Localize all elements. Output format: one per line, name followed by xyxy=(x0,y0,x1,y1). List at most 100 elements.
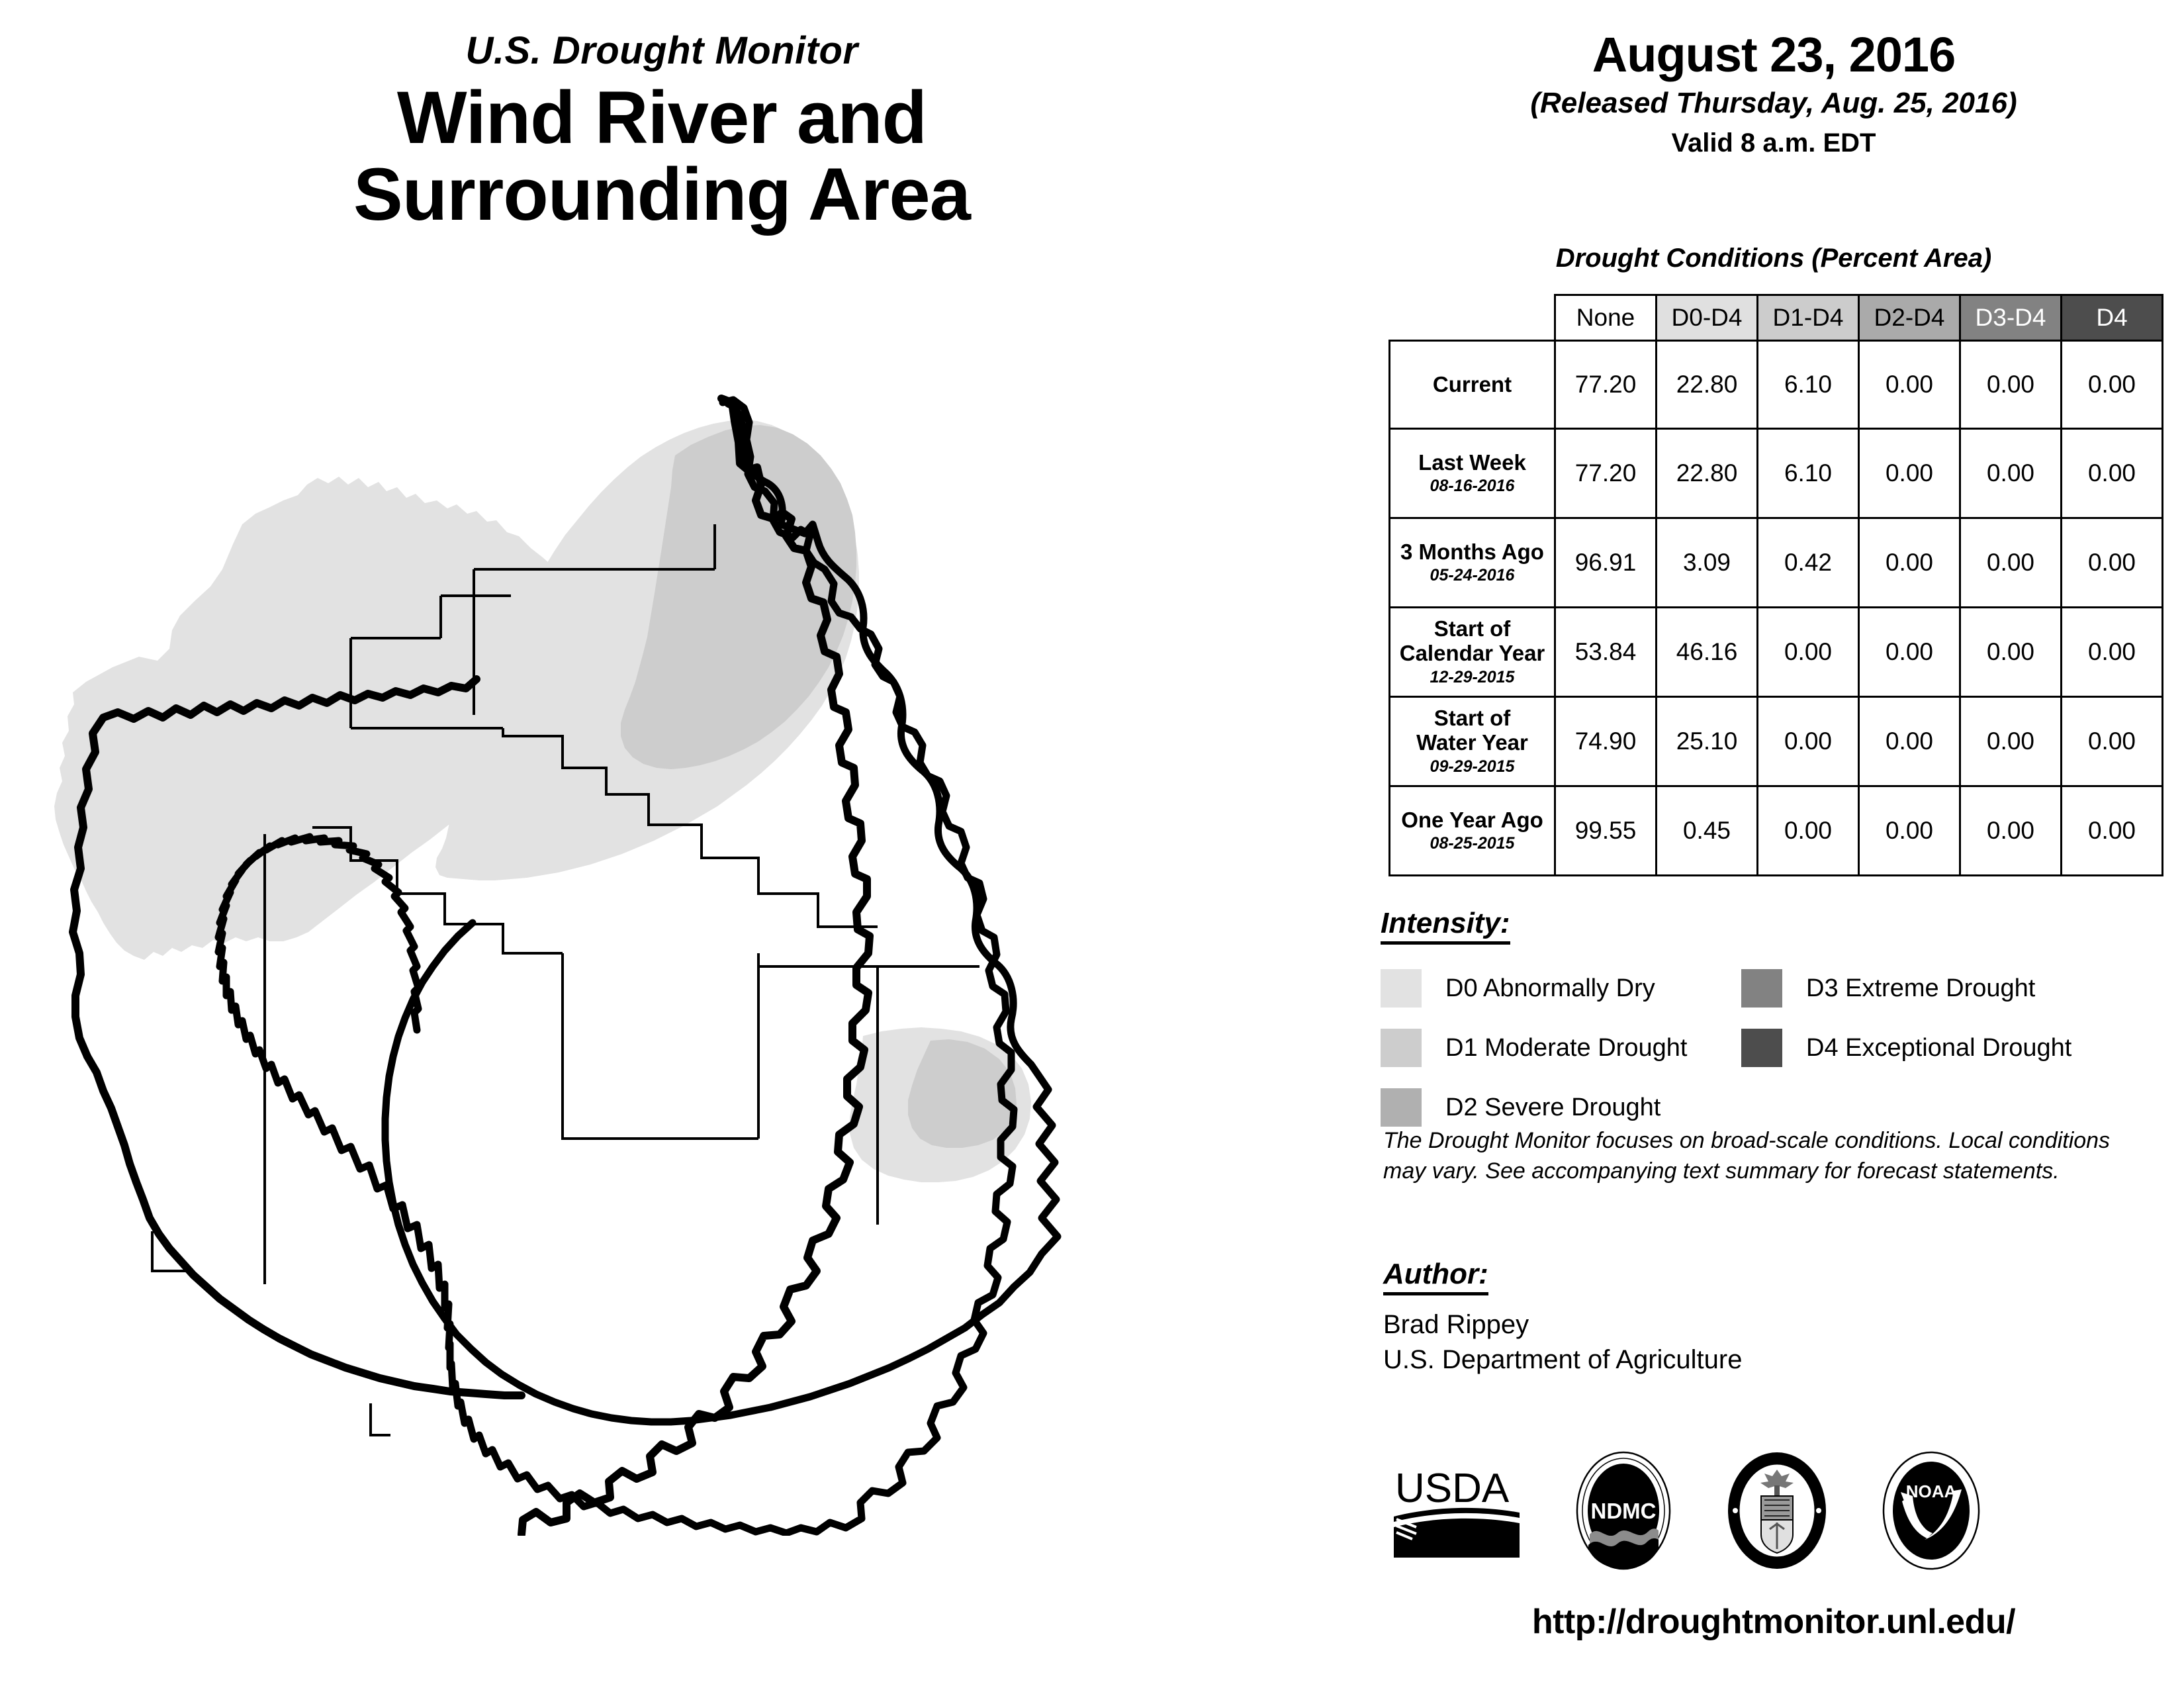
cell-d2d4: 0.00 xyxy=(1858,606,1961,698)
date-header: August 23, 2016 (Released Thursday, Aug.… xyxy=(1363,29,2184,158)
d0-area-west xyxy=(54,477,654,960)
legend-grid: D0 Abnormally Dry D3 Extreme Drought D1 Mo… xyxy=(1381,964,2175,1131)
ndmc-logo-text: NDMC xyxy=(1591,1499,1657,1523)
usda-logo-text: USDA xyxy=(1395,1466,1510,1511)
cell-none: 77.20 xyxy=(1554,428,1657,519)
d1-area-southeast xyxy=(908,1039,1017,1148)
legend-item-d3: D3 Extreme Drought xyxy=(1741,964,2112,1012)
row-label-line: One Year Ago xyxy=(1401,807,1543,832)
data-panel: August 23, 2016 (Released Thursday, Aug.… xyxy=(1363,0,2184,1688)
valid-time: Valid 8 a.m. EDT xyxy=(1671,128,1876,158)
cell-d1d4: 6.10 xyxy=(1756,340,1860,430)
column-header-d2d4: D2-D4 xyxy=(1858,294,1961,342)
column-header-d3d4: D3-D4 xyxy=(1959,294,2062,342)
d1-shading-group xyxy=(621,425,1017,1148)
cell-d3d4: 0.00 xyxy=(1959,606,2062,698)
cell-d4: 0.00 xyxy=(2060,606,2163,698)
main-outline-accurate xyxy=(69,395,874,1536)
cell-d3d4: 0.00 xyxy=(1959,517,2062,608)
page-title-line2: Surrounding Area xyxy=(353,153,971,236)
legend-item-d0: D0 Abnormally Dry xyxy=(1381,964,1741,1012)
title-block: U.S. Drought Monitor Wind River and Surr… xyxy=(0,32,1324,234)
row-label-one-year-ago: One Year Ago 08-25-2015 xyxy=(1388,785,1556,876)
row-label-start-of-calendar-year: Start of Calendar Year 12-29-2015 xyxy=(1388,606,1556,698)
author-organization: U.S. Department of Agriculture xyxy=(1383,1344,1743,1374)
county-boundaries xyxy=(151,524,979,1436)
legend-filler xyxy=(1741,1084,2112,1131)
cell-d1d4: 0.42 xyxy=(1756,517,1860,608)
legend-swatch-d0 xyxy=(1381,969,1422,1008)
noaa-logo-text: NOAA xyxy=(1906,1481,1957,1501)
cell-d4: 0.00 xyxy=(2060,785,2163,876)
author-name: Brad Rippey xyxy=(1383,1310,1529,1339)
legend-label-d2: D2 Severe Drought xyxy=(1445,1093,1661,1121)
legend-swatch-d1 xyxy=(1381,1029,1422,1067)
issue-date: August 23, 2016 xyxy=(1592,27,1956,82)
map-panel: U.S. Drought Monitor Wind River and Surr… xyxy=(0,31,1337,1536)
table-row: Last Week 08-16-2016 77.20 22.80 6.10 0.00 0.0… xyxy=(1388,428,2163,519)
row-label-date: 12-29-2015 xyxy=(1430,667,1515,686)
legend-label-d0: D0 Abnormally Dry xyxy=(1445,974,1655,1002)
table-row: Current 77.20 22.80 6.10 0.00 0.00 0.00 xyxy=(1388,340,2163,430)
drought-map xyxy=(40,371,1337,1536)
cell-d1d4: 6.10 xyxy=(1756,428,1860,519)
drought-map-svg xyxy=(40,371,1337,1536)
cell-none: 96.91 xyxy=(1554,517,1657,608)
table-row: Start of Water Year 09-29-2015 74.90 25.10 0.… xyxy=(1388,696,2163,787)
row-label-last-week: Last Week 08-16-2016 xyxy=(1388,428,1556,519)
cell-d1d4: 0.00 xyxy=(1756,785,1860,876)
row-label-line: 3 Months Ago xyxy=(1400,539,1544,564)
legend-label-d1: D1 Moderate Drought xyxy=(1445,1033,1688,1062)
region-outlines xyxy=(214,396,1062,1536)
row-label-line: Start of xyxy=(1433,616,1511,641)
doc-seal xyxy=(1725,1450,1829,1575)
agency-logos: USDA NDMC xyxy=(1390,1450,2171,1575)
d1-area-northeast xyxy=(621,425,856,769)
intensity-legend: Intensity: D0 Abnormally Dry D3 Extreme D… xyxy=(1381,907,2175,1131)
cell-d3d4: 0.00 xyxy=(1959,696,2062,787)
cell-d3d4: 0.00 xyxy=(1959,428,2062,519)
cell-d1d4: 0.00 xyxy=(1756,606,1860,698)
cell-d0d4: 46.16 xyxy=(1655,606,1758,698)
row-label-3-months-ago: 3 Months Ago 05-24-2016 xyxy=(1388,517,1556,608)
row-label-current: Current xyxy=(1388,340,1556,430)
cell-d3d4: 0.00 xyxy=(1959,340,2062,430)
table-header-row: None D0-D4 D1-D4 D2-D4 D3-D4 D4 xyxy=(1389,294,2163,342)
legend-item-d4: D4 Exceptional Drought xyxy=(1741,1024,2112,1072)
column-header-d0d4: D0-D4 xyxy=(1655,294,1758,342)
legend-label-d4: D4 Exceptional Drought xyxy=(1806,1033,2072,1062)
table-body: Current 77.20 22.80 6.10 0.00 0.00 0.00 Last We… xyxy=(1388,340,2163,876)
row-label-line: Start of xyxy=(1433,706,1511,731)
cell-d2d4: 0.00 xyxy=(1858,696,1961,787)
intensity-heading: Intensity: xyxy=(1381,907,1510,945)
drought-conditions-table: None D0-D4 D1-D4 D2-D4 D3-D4 D4 Current 7… xyxy=(1388,294,2163,876)
cell-d2d4: 0.00 xyxy=(1858,428,1961,519)
column-header-d1d4: D1-D4 xyxy=(1756,294,1860,342)
row-label-line: Water Year xyxy=(1416,730,1528,755)
cell-d2d4: 0.00 xyxy=(1858,517,1961,608)
cell-d4: 0.00 xyxy=(2060,340,2163,430)
page-kicker: U.S. Drought Monitor xyxy=(465,29,858,72)
table-corner-cell xyxy=(1389,295,1555,341)
region-silhouette xyxy=(381,400,1062,1426)
website-url[interactable]: http://droughtmonitor.unl.edu/ xyxy=(1531,1603,2016,1641)
cell-d0d4: 0.45 xyxy=(1655,785,1758,876)
cell-d0d4: 22.80 xyxy=(1655,428,1758,519)
legend-swatch-d2 xyxy=(1381,1088,1422,1127)
cell-d1d4: 0.00 xyxy=(1756,696,1860,787)
legend-swatch-d4 xyxy=(1741,1029,1782,1067)
row-label-date: 09-29-2015 xyxy=(1430,757,1515,776)
table-caption: Drought Conditions (Percent Area) xyxy=(1555,244,1992,273)
cell-d4: 0.00 xyxy=(2060,696,2163,787)
ndmc-logo: NDMC xyxy=(1574,1450,1673,1575)
page-title-line1: Wind River and xyxy=(396,76,927,159)
usda-logo: USDA xyxy=(1390,1458,1522,1568)
cell-d2d4: 0.00 xyxy=(1858,340,1961,430)
page-title: Wind River and Surrounding Area xyxy=(0,79,1324,234)
cell-d4: 0.00 xyxy=(2060,428,2163,519)
column-header-none: None xyxy=(1554,294,1657,342)
table-row: One Year Ago 08-25-2015 99.55 0.45 0.00 0.00 0… xyxy=(1388,785,2163,876)
cell-d3d4: 0.00 xyxy=(1959,785,2062,876)
row-label-start-of-water-year: Start of Water Year 09-29-2015 xyxy=(1388,696,1556,787)
release-date: (Released Thursday, Aug. 25, 2016) xyxy=(1530,86,2017,119)
